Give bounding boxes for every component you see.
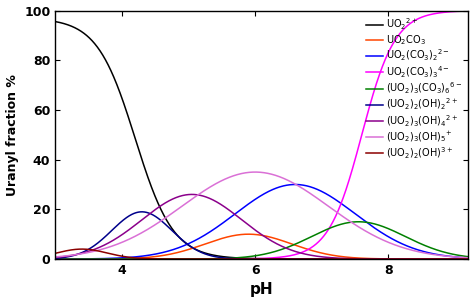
(UO$_2$)$_3$(OH)$_5$$^{+}$ (378, 237, 383, 241)
(UO$_2$)$_2$(OH)$^{3+}$ (243, 257, 248, 261)
(UO$_2$)$_3$(OH)$_5$$^{+}$ (53, 255, 58, 259)
Line: UO$_2$$^{2+}$: UO$_2$$^{2+}$ (55, 22, 468, 259)
UO$_2$CO$_3$ (454, 257, 459, 261)
Line: (UO$_2$)$_3$(OH)$_5$$^{+}$: (UO$_2$)$_3$(OH)$_5$$^{+}$ (55, 172, 468, 258)
(UO$_2$)$_2$(OH)$^{3+}$ (378, 257, 383, 261)
(UO$_2$)$_2$(OH)$^{3+}$ (73, 248, 79, 251)
UO$_2$CO$_3$ (465, 257, 471, 261)
UO$_2$(CO$_3$)$_3$$^{4-}$ (454, 10, 459, 13)
UO$_2$(CO$_3$)$_3$$^{4-}$ (454, 10, 459, 13)
(UO$_2$)$_3$(OH)$_5$$^{+}$ (73, 253, 79, 256)
(UO$_2$)$_3$(CO$_3$)$_6$$^{6-}$ (253, 254, 259, 258)
UO$_2$CO$_3$ (454, 257, 459, 261)
(UO$_2$)$_3$(OH)$_4$$^{2+}$ (254, 229, 259, 233)
UO$_2$$^{2+}$ (53, 20, 58, 23)
UO$_2$$^{2+}$ (378, 257, 383, 261)
UO$_2$$^{2+}$ (454, 257, 459, 261)
(UO$_2$)$_2$(OH)$_2$$^{2+}$ (73, 253, 79, 257)
UO$_2$(CO$_3$)$_2$$^{2-}$ (242, 205, 248, 208)
(UO$_2$)$_2$(OH)$_2$$^{2+}$ (254, 257, 259, 261)
(UO$_2$)$_2$(OH)$^{3+}$ (79, 247, 85, 251)
(UO$_2$)$_3$(OH)$_4$$^{2+}$ (465, 257, 471, 261)
UO$_2$(CO$_3$)$_3$$^{4-}$ (465, 9, 471, 13)
(UO$_2$)$_2$(OH)$^{3+}$ (465, 257, 471, 261)
(UO$_2$)$_2$(OH)$_2$$^{2+}$ (53, 256, 58, 260)
Line: (UO$_2$)$_3$(CO$_3$)$_6$$^{6-}$: (UO$_2$)$_3$(CO$_3$)$_6$$^{6-}$ (55, 222, 468, 259)
(UO$_2$)$_2$(OH)$_2$$^{2+}$ (378, 257, 383, 261)
X-axis label: pH: pH (250, 282, 273, 298)
(UO$_2$)$_3$(OH)$_4$$^{2+}$ (454, 257, 459, 261)
UO$_2$(CO$_3$)$_2$$^{2-}$ (465, 256, 471, 260)
(UO$_2$)$_3$(CO$_3$)$_6$$^{6-}$ (454, 253, 459, 257)
UO$_2$CO$_3$ (378, 257, 383, 261)
(UO$_2$)$_2$(OH)$_2$$^{2+}$ (454, 257, 459, 261)
UO$_2$(CO$_3$)$_2$$^{2-}$ (253, 197, 259, 201)
(UO$_2$)$_3$(OH)$_4$$^{2+}$ (378, 257, 383, 261)
(UO$_2$)$_2$(OH)$_2$$^{2+}$ (243, 257, 248, 261)
(UO$_2$)$_3$(OH)$_4$$^{2+}$ (73, 253, 79, 256)
(UO$_2$)$_3$(CO$_3$)$_6$$^{6-}$ (356, 220, 361, 224)
Line: (UO$_2$)$_3$(OH)$_4$$^{2+}$: (UO$_2$)$_3$(OH)$_4$$^{2+}$ (55, 195, 468, 259)
UO$_2$(CO$_3$)$_3$$^{4-}$ (253, 257, 259, 260)
UO$_2$$^{2+}$ (242, 256, 248, 260)
(UO$_2$)$_3$(OH)$_5$$^{+}$ (254, 170, 259, 174)
(UO$_2$)$_2$(OH)$^{3+}$ (53, 251, 58, 255)
UO$_2$(CO$_3$)$_3$$^{4-}$ (53, 257, 58, 261)
(UO$_2$)$_3$(OH)$_4$$^{2+}$ (53, 256, 58, 259)
UO$_2$(CO$_3$)$_3$$^{4-}$ (73, 257, 79, 261)
UO$_2$(CO$_3$)$_2$$^{2-}$ (53, 257, 58, 261)
(UO$_2$)$_3$(CO$_3$)$_6$$^{6-}$ (73, 257, 79, 261)
Y-axis label: Uranyl fraction %: Uranyl fraction % (6, 74, 18, 196)
(UO$_2$)$_2$(OH)$^{3+}$ (454, 257, 459, 261)
UO$_2$$^{2+}$ (465, 257, 471, 261)
UO$_2$(CO$_3$)$_2$$^{2-}$ (378, 230, 383, 234)
(UO$_2$)$_3$(OH)$_5$$^{+}$ (252, 170, 258, 174)
UO$_2$CO$_3$ (242, 232, 248, 236)
UO$_2$(CO$_3$)$_2$$^{2-}$ (292, 183, 298, 186)
(UO$_2$)$_2$(OH)$_2$$^{2+}$ (454, 257, 459, 261)
Legend: UO$_2$$^{2+}$, UO$_2$CO$_3$, UO$_2$(CO$_3$)$_2$$^{2-}$, UO$_2$(CO$_3$)$_3$$^{4-}: UO$_2$$^{2+}$, UO$_2$CO$_3$, UO$_2$(CO$_… (365, 15, 464, 161)
(UO$_2$)$_2$(OH)$_2$$^{2+}$ (139, 210, 145, 214)
UO$_2$(CO$_3$)$_3$$^{4-}$ (378, 69, 383, 73)
Line: UO$_2$(CO$_3$)$_3$$^{4-}$: UO$_2$(CO$_3$)$_3$$^{4-}$ (55, 11, 468, 259)
(UO$_2$)$_3$(CO$_3$)$_6$$^{6-}$ (242, 255, 248, 259)
Line: (UO$_2$)$_2$(OH)$_2$$^{2+}$: (UO$_2$)$_2$(OH)$_2$$^{2+}$ (55, 212, 468, 259)
Line: (UO$_2$)$_2$(OH)$^{3+}$: (UO$_2$)$_2$(OH)$^{3+}$ (55, 249, 468, 259)
(UO$_2$)$_3$(OH)$_4$$^{2+}$ (189, 193, 195, 196)
(UO$_2$)$_3$(CO$_3$)$_6$$^{6-}$ (454, 253, 459, 257)
UO$_2$CO$_3$ (53, 257, 58, 261)
UO$_2$(CO$_3$)$_2$$^{2-}$ (454, 255, 459, 259)
(UO$_2$)$_2$(OH)$^{3+}$ (254, 257, 259, 261)
Line: UO$_2$CO$_3$: UO$_2$CO$_3$ (55, 234, 468, 259)
UO$_2$(CO$_3$)$_2$$^{2-}$ (73, 257, 79, 261)
UO$_2$CO$_3$ (254, 233, 259, 236)
(UO$_2$)$_3$(OH)$_5$$^{+}$ (454, 255, 459, 259)
(UO$_2$)$_3$(OH)$_5$$^{+}$ (242, 171, 248, 175)
(UO$_2$)$_3$(OH)$_5$$^{+}$ (454, 255, 459, 259)
(UO$_2$)$_3$(OH)$_4$$^{2+}$ (454, 257, 459, 261)
(UO$_2$)$_3$(CO$_3$)$_6$$^{6-}$ (378, 224, 383, 228)
UO$_2$$^{2+}$ (73, 27, 79, 30)
(UO$_2$)$_3$(OH)$_5$$^{+}$ (465, 256, 471, 260)
UO$_2$CO$_3$ (73, 257, 79, 261)
(UO$_2$)$_2$(OH)$_2$$^{2+}$ (465, 257, 471, 261)
UO$_2$$^{2+}$ (253, 257, 259, 260)
UO$_2$(CO$_3$)$_2$$^{2-}$ (454, 255, 459, 259)
(UO$_2$)$_3$(OH)$_4$$^{2+}$ (243, 221, 248, 225)
(UO$_2$)$_3$(CO$_3$)$_6$$^{6-}$ (465, 255, 471, 258)
UO$_2$(CO$_3$)$_3$$^{4-}$ (242, 257, 248, 261)
UO$_2$$^{2+}$ (454, 257, 459, 261)
(UO$_2$)$_2$(OH)$^{3+}$ (454, 257, 459, 261)
UO$_2$CO$_3$ (246, 232, 251, 236)
Line: UO$_2$(CO$_3$)$_2$$^{2-}$: UO$_2$(CO$_3$)$_2$$^{2-}$ (55, 185, 468, 259)
(UO$_2$)$_3$(CO$_3$)$_6$$^{6-}$ (53, 257, 58, 261)
